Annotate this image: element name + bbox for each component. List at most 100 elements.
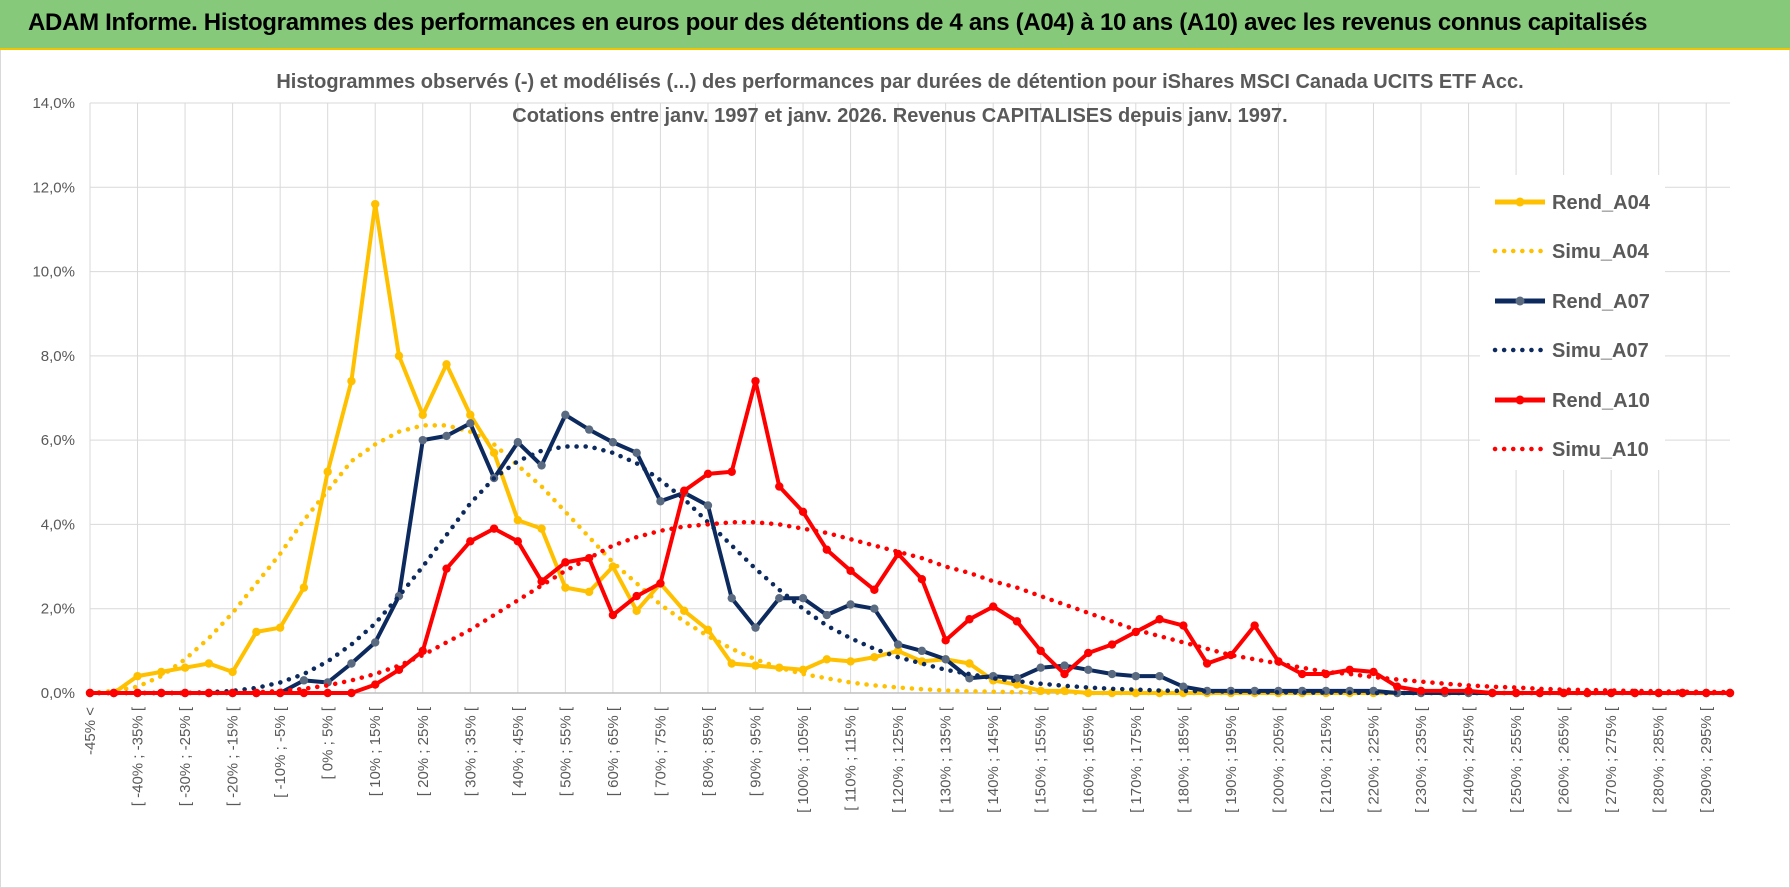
- data-point: [584, 425, 594, 434]
- data-point: [323, 688, 332, 698]
- data-point: [561, 410, 570, 420]
- data-point: [1131, 671, 1140, 681]
- x-tick-label: [ 40% ; 45% [: [510, 706, 527, 796]
- data-point: [157, 667, 166, 677]
- x-tick-label: [ 80% ; 85% [: [700, 706, 717, 796]
- data-point: [680, 486, 689, 495]
- data-point: [228, 667, 237, 677]
- chart-title: Cotations entre janv. 1997 et janv. 2026…: [512, 105, 1287, 127]
- data-point: [347, 376, 356, 386]
- x-tick-label: [ 110% ; 115% [: [843, 706, 860, 811]
- data-point: [917, 575, 927, 584]
- data-point: [275, 623, 285, 632]
- data-point: [727, 593, 736, 603]
- data-point: [1107, 640, 1117, 649]
- data-point: [1250, 621, 1259, 630]
- x-tick-label: [ 70% ; 75% [: [652, 706, 669, 796]
- x-tick-label: [ -20% ; -15% [: [225, 706, 242, 806]
- data-point: [466, 537, 475, 546]
- data-point: [846, 657, 855, 666]
- data-point: [252, 627, 261, 637]
- data-point: [798, 507, 808, 516]
- data-point: [941, 636, 950, 645]
- data-point: [1036, 663, 1045, 672]
- y-tick-label: 12,0%: [32, 179, 75, 196]
- data-point: [965, 659, 974, 668]
- data-point: [1131, 688, 1140, 698]
- data-point: [466, 419, 475, 428]
- x-tick-label: [ 230% ; 235% [: [1413, 706, 1430, 813]
- data-point: [703, 469, 713, 479]
- data-point: [537, 524, 546, 533]
- x-tick-label: [ 190% ; 195% [: [1223, 706, 1240, 813]
- x-tick-label: [ 290% ; 295% [: [1698, 706, 1715, 813]
- x-tick-label: [ 210% ; 215% [: [1318, 706, 1335, 813]
- data-point: [1036, 646, 1045, 656]
- y-tick-label: 8,0%: [41, 348, 75, 365]
- x-tick-label: [ 0% ; 5% [: [320, 706, 337, 779]
- legend-marker: [1515, 296, 1525, 306]
- data-point: [1084, 665, 1093, 675]
- data-point: [561, 583, 570, 592]
- data-point: [537, 577, 546, 586]
- data-point: [632, 606, 641, 616]
- data-point: [870, 604, 879, 613]
- data-point: [418, 435, 427, 445]
- data-point: [513, 516, 523, 525]
- data-point: [1559, 688, 1568, 698]
- data-point: [371, 638, 380, 647]
- data-point: [489, 524, 499, 533]
- legend-background: [1480, 175, 1665, 470]
- data-point: [442, 431, 451, 441]
- data-point: [489, 448, 499, 457]
- data-point: [584, 587, 594, 597]
- x-tick-label: [ 250% ; 255% [: [1508, 706, 1525, 813]
- x-tick-label: [ 150% ; 155% [: [1033, 706, 1050, 813]
- data-point: [965, 674, 974, 683]
- series-Simu_A07: [87, 444, 1733, 696]
- x-tick-label: [ 170% ; 175% [: [1128, 706, 1145, 813]
- x-tick-label: [ 270% ; 275% [: [1603, 706, 1620, 813]
- legend-marker: [1515, 395, 1525, 405]
- y-tick-label: 2,0%: [41, 601, 75, 618]
- data-point: [893, 646, 903, 656]
- data-point: [917, 646, 927, 656]
- report-title: ADAM Informe. Histogrammes des performan…: [28, 9, 1648, 36]
- data-point: [846, 566, 855, 575]
- data-point: [1440, 686, 1449, 696]
- data-point: [323, 467, 332, 476]
- data-point: [608, 438, 618, 447]
- data-point: [299, 583, 309, 592]
- x-tick-label: [ 90% ; 95% [: [748, 706, 765, 796]
- data-point: [893, 640, 903, 649]
- series-line: [87, 520, 1733, 696]
- data-point: [751, 661, 760, 670]
- data-point: [1488, 688, 1497, 698]
- data-point: [703, 501, 713, 510]
- data-point: [727, 467, 736, 476]
- data-point: [442, 360, 451, 369]
- data-point: [442, 564, 451, 573]
- x-tick-label: [ 120% ; 125% [: [890, 706, 907, 813]
- legend-label: Rend_A04: [1552, 192, 1651, 214]
- data-point: [870, 585, 879, 594]
- data-point: [1060, 661, 1069, 670]
- data-point: [1060, 669, 1069, 679]
- data-point: [656, 579, 665, 588]
- legend: Rend_A04 Simu_A04 Rend_A07 Simu_A07 Rend_A10…: [1480, 175, 1665, 470]
- data-point: [299, 676, 309, 685]
- legend-label: Rend_A10: [1552, 390, 1650, 412]
- chart-title: Histogrammes observés (-) et modélisés (…: [276, 71, 1523, 93]
- data-point: [561, 558, 570, 567]
- report-banner: ADAM Informe. Histogrammes des performan…: [0, 0, 1790, 50]
- legend-label: Simu_A10: [1552, 439, 1649, 461]
- data-point: [537, 461, 546, 470]
- data-point: [371, 680, 380, 689]
- data-point: [371, 199, 380, 209]
- data-point: [1511, 688, 1521, 698]
- legend-label: Simu_A04: [1552, 241, 1650, 263]
- data-point: [1416, 686, 1426, 696]
- x-tick-label: [ 50% ; 55% [: [557, 706, 574, 796]
- x-tick-label: -45% <: [82, 707, 99, 755]
